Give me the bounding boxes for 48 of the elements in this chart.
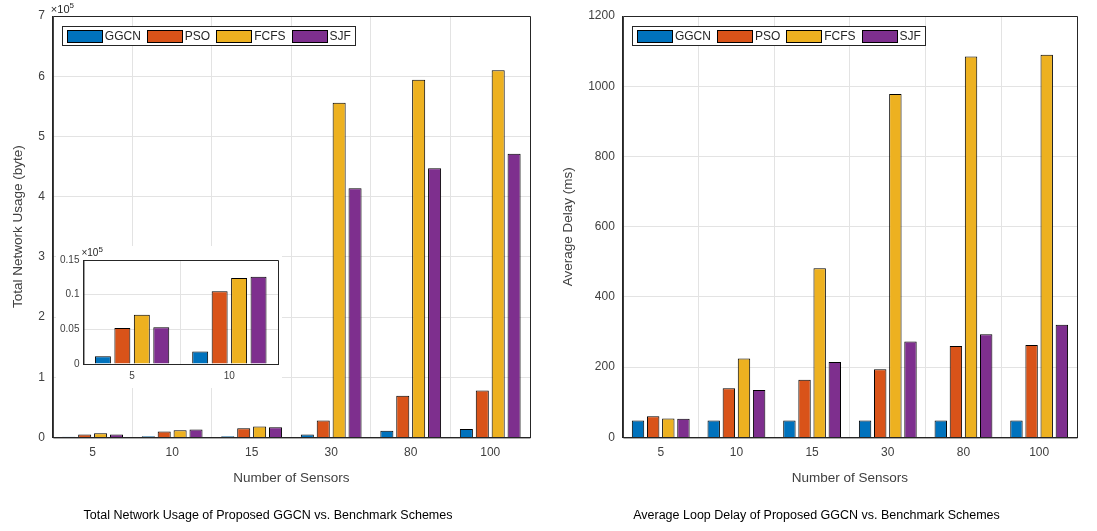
y-tick-label: 1200 <box>588 8 616 23</box>
y-axis-title: Total Network Usage (byte) <box>9 145 25 309</box>
legend-label: GGCN <box>104 29 141 43</box>
x-tick-label: 80 <box>956 444 971 459</box>
y-tick-label: 0.1 <box>65 288 80 300</box>
x-tick-label: 80 <box>404 444 418 459</box>
legend-label: FCFS <box>254 29 286 43</box>
annotation: ×10$^{5}$ <box>81 245 103 259</box>
x-tick-label: 10 <box>729 444 744 459</box>
y-tick-label: 1 <box>38 369 46 384</box>
x-tick-label: 15 <box>245 444 259 459</box>
y-tick-label: 600 <box>594 219 616 234</box>
y-tick-label: 6 <box>38 68 46 83</box>
legend-label: SJF <box>329 29 351 43</box>
legend-label: PSO <box>184 29 211 43</box>
y-tick-label: 2 <box>38 309 46 324</box>
y-tick-label: 0.15 <box>59 253 80 265</box>
x-tick-label: 100 <box>1029 444 1050 459</box>
legend-label: FCFS <box>824 29 856 43</box>
x-tick-label: 10 <box>223 369 236 381</box>
y-tick-label: 0 <box>73 357 80 369</box>
legend-label: PSO <box>754 29 781 43</box>
y-tick-label: 4 <box>38 188 46 203</box>
text: Total Network Usage of Proposed GGCN vs. Benchmark Schemes <box>83 507 453 522</box>
y-tick-label: 200 <box>594 359 616 374</box>
x-tick-label: 30 <box>324 444 339 459</box>
y-tick-label: 800 <box>594 148 616 163</box>
y-tick-label: 0 <box>608 429 616 444</box>
x-tick-label: 30 <box>881 444 895 459</box>
y-tick-label: 400 <box>594 289 616 304</box>
x-tick-label: 5 <box>657 444 665 459</box>
y-tick-label: 1000 <box>588 78 616 93</box>
text: ×10$^{5}$ <box>50 1 74 15</box>
x-tick-label: 10 <box>165 444 180 459</box>
legend-label: SJF <box>899 29 921 43</box>
x-tick-label: 5 <box>89 444 97 459</box>
y-tick-label: 3 <box>38 249 46 264</box>
x-axis-title: Number of Sensors <box>233 469 350 485</box>
y-tick-label: 0.05 <box>59 323 80 335</box>
y-tick-label: 0 <box>38 429 46 444</box>
legend-label: GGCN <box>674 29 711 43</box>
x-axis-title: Number of Sensors <box>791 469 909 485</box>
y-tick-label: 7 <box>38 8 46 23</box>
x-tick-label: 100 <box>480 444 501 459</box>
x-tick-label: 15 <box>805 444 820 459</box>
text: Average Loop Delay of Proposed GGCN vs. Benchmark Schemes <box>633 507 1000 522</box>
y-axis-title: Average Delay (ms) <box>559 167 575 287</box>
y-tick-label: 5 <box>38 128 46 143</box>
